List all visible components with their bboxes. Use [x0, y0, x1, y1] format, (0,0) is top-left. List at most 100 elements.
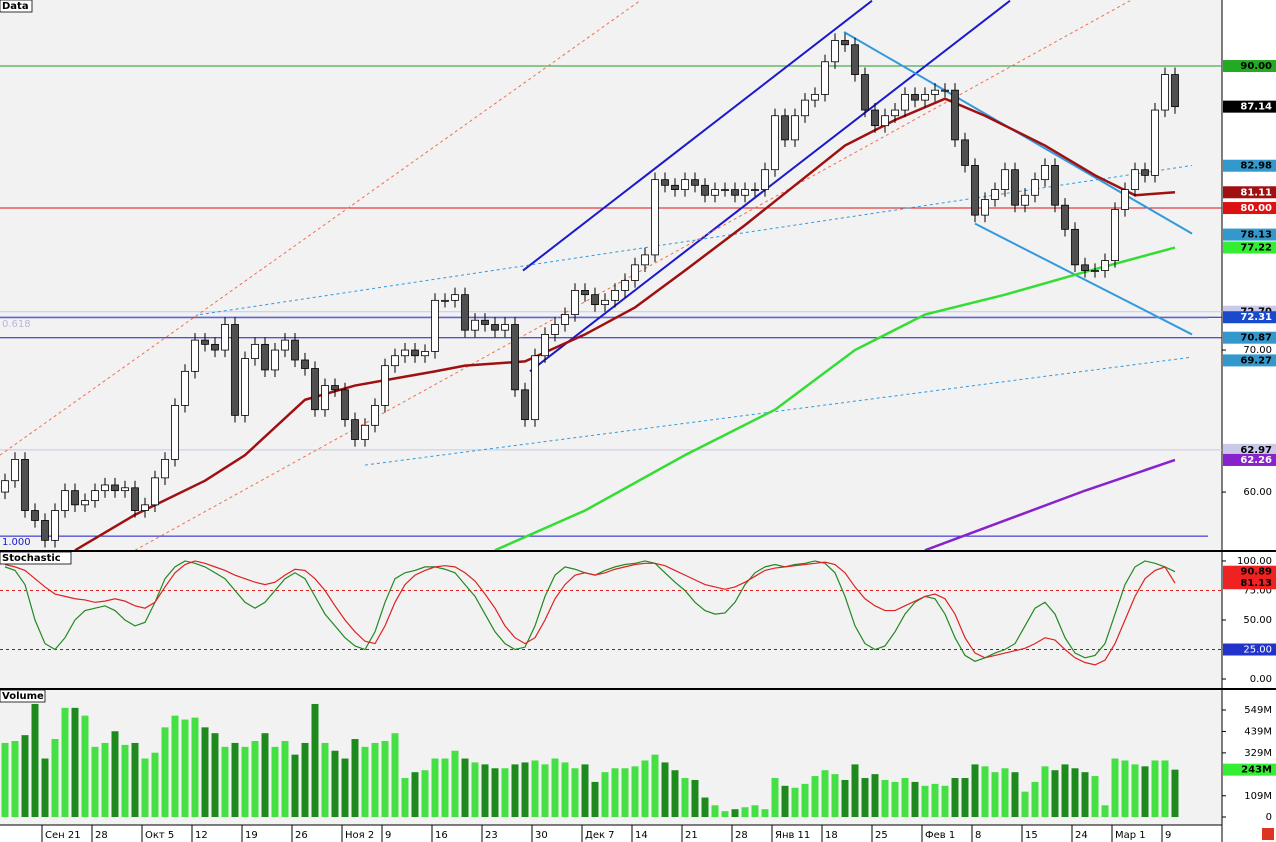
volume-bar — [871, 774, 879, 818]
volume-bar — [251, 740, 259, 818]
y-tick-label: 0 — [1266, 812, 1272, 823]
candle-body — [631, 264, 639, 281]
x-tick-label: Ноя 2 — [345, 830, 374, 841]
volume-bar — [301, 742, 309, 818]
price-marker-label: 80.00 — [1240, 203, 1272, 214]
volume-bar — [811, 776, 819, 818]
panel-title: Volume — [2, 691, 44, 702]
candle-body — [341, 389, 349, 421]
volume-bar — [121, 744, 129, 818]
volume-bar — [461, 758, 469, 818]
panel-title: Data — [2, 1, 29, 12]
volume-bar — [1041, 766, 1049, 818]
volume-bar — [691, 779, 699, 818]
level-label: 75.00 — [1243, 585, 1272, 596]
volume-bar — [841, 779, 849, 818]
candle-body — [171, 405, 179, 460]
volume-bar — [681, 778, 689, 818]
candle-body — [901, 94, 909, 111]
volume-bar — [371, 742, 379, 818]
panel — [0, 560, 1222, 666]
volume-bar — [1091, 776, 1099, 818]
volume-bar — [861, 778, 869, 818]
volume-bar — [281, 740, 289, 818]
candle-body — [931, 89, 939, 95]
volume-bar — [311, 703, 319, 818]
candle-body — [11, 458, 19, 482]
volume-bar — [231, 742, 239, 818]
candle-body — [711, 189, 719, 196]
moving-average — [494, 246, 1176, 550]
y-tick-label: 70.00 — [1243, 345, 1272, 356]
volume-bar — [441, 758, 449, 818]
x-tick-label: 19 — [245, 830, 258, 841]
volume-bar — [131, 742, 139, 818]
volume-bar — [891, 781, 899, 818]
volume-bar — [451, 750, 459, 818]
x-tick-label: 24 — [1075, 830, 1088, 841]
volume-bar — [731, 809, 739, 818]
x-tick-label: 21 — [685, 830, 698, 841]
corner-button[interactable] — [1262, 828, 1274, 840]
volume-bar — [11, 740, 19, 818]
candle-body — [1131, 169, 1139, 190]
candle-body — [261, 343, 269, 371]
price-marker-label: 62.97 — [1240, 445, 1272, 456]
volume-bar — [81, 715, 89, 818]
candle-body — [1, 480, 9, 493]
candle-body — [1141, 169, 1149, 176]
candle-body — [101, 484, 109, 492]
volume-bar — [761, 809, 769, 818]
candle-body — [971, 165, 979, 216]
candle-body — [1081, 264, 1089, 271]
candle-body — [1161, 74, 1169, 111]
candle-body — [641, 254, 649, 266]
volume-bar — [391, 733, 399, 818]
volume-bar — [481, 764, 489, 818]
candle-body — [371, 405, 379, 426]
volume-bar — [351, 739, 359, 818]
price-marker — [1223, 354, 1276, 367]
volume-bar — [851, 764, 859, 818]
candle-body — [1051, 165, 1059, 206]
volume-bar — [941, 785, 949, 818]
volume-bar — [211, 733, 219, 818]
volume-bar — [591, 781, 599, 818]
x-tick-label: Сен 21 — [45, 830, 81, 841]
candle-body — [461, 294, 469, 331]
candle-body — [151, 477, 159, 506]
candle-body — [771, 115, 779, 171]
candle-body — [311, 368, 319, 411]
candle-body — [241, 358, 249, 416]
candle-body — [621, 280, 629, 291]
candle-body — [651, 179, 659, 256]
x-tick-label: 15 — [1025, 830, 1038, 841]
candle-body — [861, 74, 869, 111]
x-tick-label: 26 — [295, 830, 308, 841]
candle-body — [531, 355, 539, 421]
x-tick-label: 23 — [485, 830, 498, 841]
candle-body — [871, 109, 879, 127]
trend-line — [974, 222, 1193, 336]
volume-bar — [791, 787, 799, 818]
volume-bar — [51, 739, 59, 818]
volume-bar — [531, 760, 539, 818]
volume-bar — [41, 758, 49, 818]
volume-bar — [771, 778, 779, 818]
candle-body — [21, 458, 29, 511]
price-marker — [1223, 159, 1276, 172]
volume-bar — [961, 778, 969, 818]
volume-bar — [601, 772, 609, 818]
trend-line — [0, 0, 641, 456]
candle-body — [301, 359, 309, 369]
candle-body — [821, 61, 829, 95]
x-tick-label: 28 — [95, 830, 108, 841]
volume-bar — [421, 770, 429, 818]
volume-bar — [221, 746, 229, 818]
x-tick-label: Фев 1 — [925, 830, 955, 841]
candle-body — [271, 349, 279, 371]
price-marker-label: 90.00 — [1240, 61, 1272, 72]
candle-body — [1171, 74, 1179, 108]
volume-bar — [61, 707, 69, 818]
price-marker — [1223, 763, 1276, 776]
